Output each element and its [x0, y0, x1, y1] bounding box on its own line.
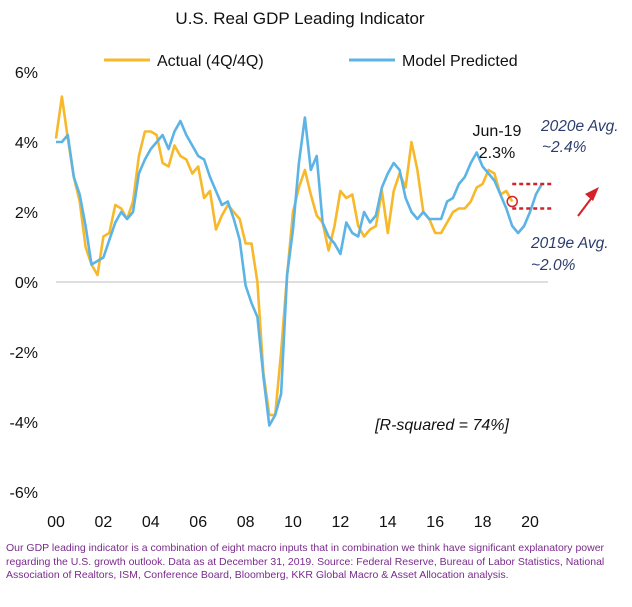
jun19-marker: [506, 195, 518, 208]
x-tick-label: 04: [142, 514, 160, 531]
legend-label-actual: Actual (4Q/4Q): [157, 53, 264, 70]
x-tick-label: 20: [521, 514, 539, 531]
y-tick-label: 2%: [15, 205, 38, 222]
up-arrow: [577, 187, 599, 217]
series-line-actual: [54, 95, 514, 417]
jun19-value: 2.3%: [479, 145, 515, 162]
avg-2020-value: ~2.4%: [542, 139, 587, 156]
legend: Actual (4Q/4Q) Model Predicted: [104, 53, 518, 70]
x-axis-tick-labels: 00 02 04 06 08 10 12 14 16 18 20: [47, 514, 539, 531]
avg-2019-value: ~2.0%: [531, 257, 576, 274]
x-tick-label: 10: [284, 514, 302, 531]
jun19-label: Jun-19: [473, 123, 522, 140]
footnote: Our GDP leading indicator is a combinati…: [6, 542, 605, 581]
chart-canvas: U.S. Real GDP Leading Indicator Actual (…: [10, 9, 619, 531]
y-tick-label: 6%: [15, 65, 38, 82]
x-tick-label: 16: [426, 514, 444, 531]
y-tick-label: 4%: [15, 135, 38, 152]
x-tick-label: 08: [237, 514, 255, 531]
y-tick-label: -4%: [10, 415, 38, 432]
avg-2019-label: 2019e Avg.: [530, 235, 609, 252]
y-tick-label: -2%: [10, 345, 38, 362]
x-tick-label: 06: [189, 514, 207, 531]
y-tick-label: 0%: [15, 275, 38, 292]
r-squared-label: [R-squared = 74%]: [374, 417, 509, 434]
y-axis-tick-labels: 6% 4% 2% 0% -2% -4% -6%: [10, 65, 38, 502]
x-tick-label: 00: [47, 514, 65, 531]
x-tick-label: 18: [474, 514, 492, 531]
chart-title: U.S. Real GDP Leading Indicator: [175, 9, 424, 28]
x-tick-label: 14: [379, 514, 397, 531]
legend-label-model: Model Predicted: [402, 53, 518, 70]
series-line-model: [56, 116, 543, 427]
avg-2020-label: 2020e Avg.: [540, 118, 619, 135]
y-tick-label: -6%: [10, 485, 38, 502]
x-tick-label: 02: [95, 514, 113, 531]
x-tick-label: 12: [332, 514, 350, 531]
